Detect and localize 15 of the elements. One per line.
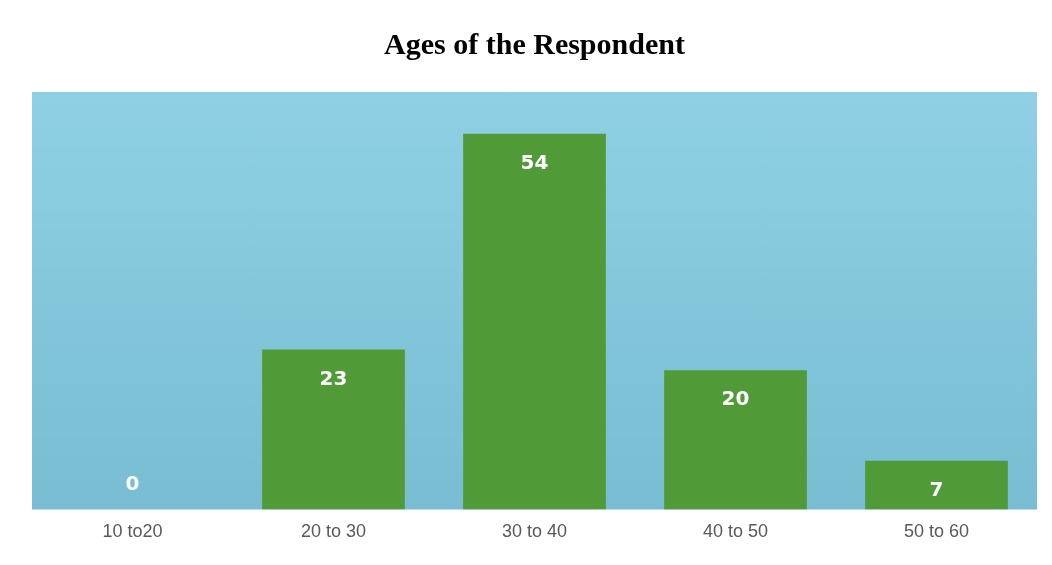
data-label: 0 bbox=[125, 470, 140, 495]
bar bbox=[664, 370, 807, 510]
data-label: 54 bbox=[520, 149, 549, 174]
x-tick-label: 50 to 60 bbox=[903, 521, 970, 542]
x-tick-label: 20 to 30 bbox=[300, 521, 367, 542]
x-tick-label: 30 to 40 bbox=[501, 521, 568, 542]
x-tick-label: 10 to20 bbox=[102, 521, 163, 542]
data-label: 20 bbox=[721, 386, 750, 411]
chart-title: Ages of the Respondent bbox=[384, 26, 685, 60]
bar bbox=[865, 460, 1008, 510]
data-label: 23 bbox=[319, 365, 348, 390]
bar bbox=[463, 133, 606, 510]
bar bbox=[262, 349, 405, 510]
data-label: 7 bbox=[929, 476, 944, 501]
x-tick-label: 40 to 50 bbox=[702, 521, 769, 542]
